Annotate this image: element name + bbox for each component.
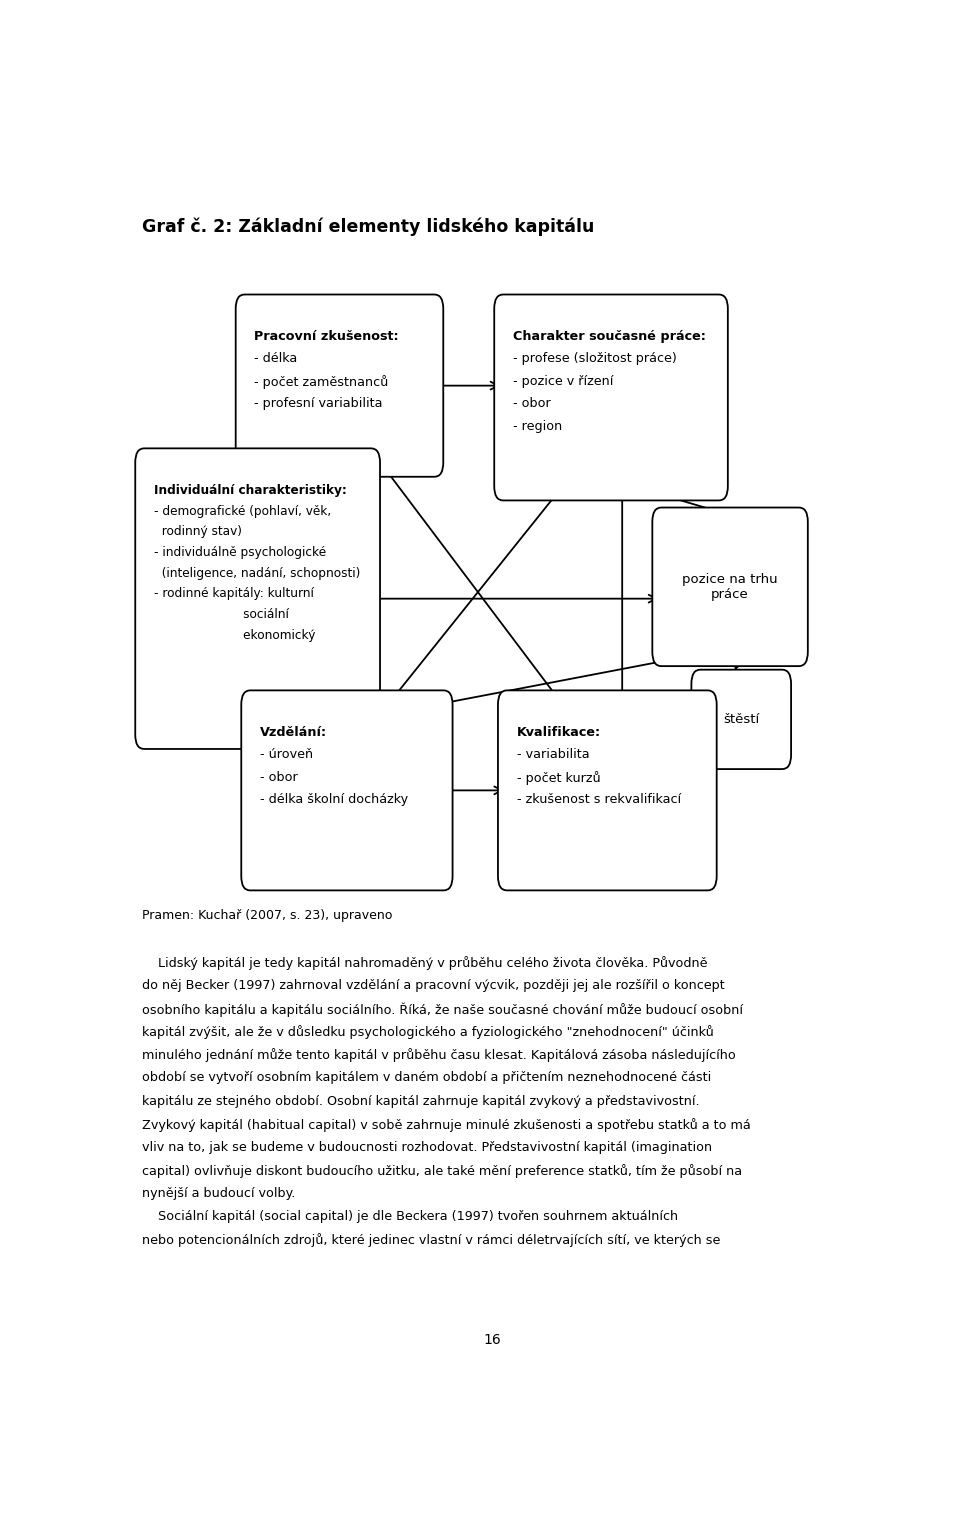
FancyBboxPatch shape (236, 295, 444, 476)
Text: období se vytvoří osobním kapitálem v daném období a přičtením neznehodnocené čá: období se vytvoří osobním kapitálem v da… (142, 1071, 711, 1085)
Text: nynější a budoucí volby.: nynější a budoucí volby. (142, 1187, 296, 1200)
Text: Sociální kapitál (social capital) je dle Beckera (1997) tvořen souhrnem aktuální: Sociální kapitál (social capital) je dle… (142, 1210, 679, 1223)
Text: Vzdělání:: Vzdělání: (260, 725, 327, 739)
Text: - pozice v řízení: - pozice v řízení (513, 375, 613, 387)
Text: - délka: - délka (254, 352, 298, 366)
Text: - profese (složitost práce): - profese (složitost práce) (513, 352, 677, 366)
Text: sociální: sociální (154, 609, 289, 621)
Text: Kvalifikace:: Kvalifikace: (516, 725, 601, 739)
Text: - demografické (pohlaví, věk,: - demografické (pohlaví, věk, (154, 504, 331, 518)
Text: Charakter současné práce:: Charakter současné práce: (513, 330, 706, 343)
Text: (inteligence, nadání, schopnosti): (inteligence, nadání, schopnosti) (154, 567, 360, 579)
FancyBboxPatch shape (691, 670, 791, 768)
Text: Graf č. 2: Základní elementy lidského kapitálu: Graf č. 2: Základní elementy lidského ka… (142, 218, 594, 237)
FancyBboxPatch shape (498, 690, 717, 890)
Text: štěstí: štěstí (723, 713, 759, 725)
Text: - počet zaměstnanců: - počet zaměstnanců (254, 375, 389, 389)
Text: Individuální charakteristiky:: Individuální charakteristiky: (154, 484, 347, 496)
Text: capital) ovlivňuje diskont budoucího užitku, ale také mění preference statků, tí: capital) ovlivňuje diskont budoucího uži… (142, 1164, 742, 1177)
Text: nebo potencionálních zdrojů, které jedinec vlastní v rámci déletrvajících sítí, : nebo potencionálních zdrojů, které jedin… (142, 1233, 721, 1247)
Text: 16: 16 (483, 1333, 501, 1346)
Text: - profesní variabilita: - profesní variabilita (254, 398, 383, 410)
FancyBboxPatch shape (494, 295, 728, 501)
Text: - region: - region (513, 420, 563, 433)
Text: Zvykový kapitál (habitual capital) v sobě zahrnuje minulé zkušenosti a spotřebu : Zvykový kapitál (habitual capital) v sob… (142, 1117, 751, 1131)
Text: Pramen: Kuchař (2007, s. 23), upraveno: Pramen: Kuchař (2007, s. 23), upraveno (142, 908, 393, 922)
FancyBboxPatch shape (653, 507, 807, 666)
FancyBboxPatch shape (241, 690, 452, 890)
Text: - obor: - obor (260, 772, 298, 784)
Text: Pracovní zkušenost:: Pracovní zkušenost: (254, 330, 399, 343)
FancyBboxPatch shape (135, 449, 380, 749)
Text: osobního kapitálu a kapitálu sociálního. Říká, že naše současné chování může bud: osobního kapitálu a kapitálu sociálního.… (142, 1002, 743, 1017)
Text: pozice na trhu
práce: pozice na trhu práce (683, 573, 778, 601)
Text: Lidský kapitál je tedy kapitál nahromaděný v průběhu celého života člověka. Půvo: Lidský kapitál je tedy kapitál nahromadě… (142, 956, 708, 970)
Text: - obor: - obor (513, 398, 551, 410)
Text: - variabilita: - variabilita (516, 749, 589, 761)
Text: kapitálu ze stejného období. Osobní kapitál zahrnuje kapitál zvykový a představi: kapitálu ze stejného období. Osobní kapi… (142, 1094, 700, 1108)
Text: - individuálně psychologické: - individuálně psychologické (154, 546, 326, 559)
Text: - zkušenost s rekvalifikací: - zkušenost s rekvalifikací (516, 793, 681, 807)
Text: ekonomický: ekonomický (154, 629, 315, 642)
Text: do něj Becker (1997) zahrnoval vzdělání a pracovní výcvik, později jej ale rozší: do něj Becker (1997) zahrnoval vzdělání … (142, 979, 725, 993)
Text: - délka školní docházky: - délka školní docházky (260, 793, 408, 807)
Text: rodinný stav): rodinný stav) (154, 526, 242, 538)
Text: - počet kurzů: - počet kurzů (516, 772, 600, 785)
Text: vliv na to, jak se budeme v budoucnosti rozhodovat. Představivostní kapitál (ima: vliv na to, jak se budeme v budoucnosti … (142, 1140, 712, 1154)
Text: - úroveň: - úroveň (260, 749, 313, 761)
Text: - rodinné kapitály: kulturní: - rodinné kapitály: kulturní (154, 587, 314, 601)
Text: minulého jednání může tento kapitál v průběhu času klesat. Kapitálová zásoba nás: minulého jednání může tento kapitál v pr… (142, 1048, 736, 1062)
Text: kapitál zvýšit, ale že v důsledku psychologického a fyziologického "znehodnocení: kapitál zvýšit, ale že v důsledku psycho… (142, 1025, 714, 1039)
